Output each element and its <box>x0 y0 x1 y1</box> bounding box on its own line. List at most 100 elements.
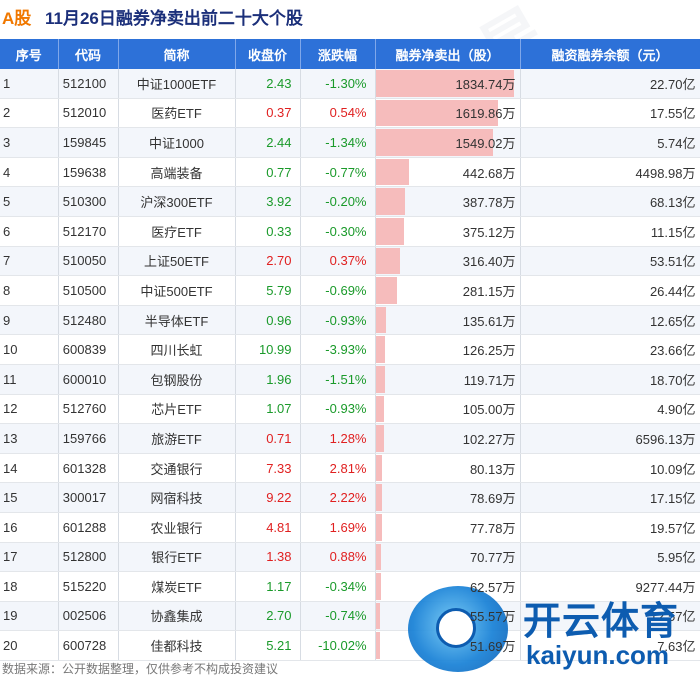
header-balance[interactable]: 融资融券余额（元） <box>520 39 700 69</box>
row-seq: 15 <box>0 482 59 513</box>
header-net-short[interactable]: 融券净卖出（股） <box>375 39 521 69</box>
row-net-short: 119.71万 <box>375 364 521 395</box>
header-change[interactable]: 涨跌幅 <box>300 39 376 69</box>
row-name: 旅游ETF <box>118 423 236 454</box>
table-header-row: 序号 代码 简称 收盘价 涨跌幅 融券净卖出（股） 融资融券余额（元） <box>0 39 700 69</box>
net-short-value: 62.57万 <box>469 579 516 595</box>
row-code: 600010 <box>58 364 119 395</box>
row-net-short: 281.15万 <box>375 275 521 306</box>
net-short-bar <box>375 454 382 482</box>
table-row[interactable]: 4 159638 高端装备 0.77 -0.77% 442.68万 4498.98万 <box>0 157 700 188</box>
row-price: 2.70 <box>235 601 301 632</box>
net-short-value: 316.40万 <box>462 254 516 270</box>
data-source-note: 数据来源：公开数据整理，仅供参考不构成投资建议 <box>2 662 279 676</box>
row-seq: 6 <box>0 216 59 247</box>
row-name: 高端装备 <box>118 157 236 188</box>
row-change: -0.74% <box>300 601 376 632</box>
net-short-bar <box>375 573 381 600</box>
row-change: -0.69% <box>300 275 376 306</box>
row-code: 159845 <box>58 127 119 158</box>
row-net-short: 316.40万 <box>375 246 521 277</box>
row-seq: 11 <box>0 364 59 395</box>
row-change: -0.30% <box>300 216 376 247</box>
row-net-short: 80.13万 <box>375 453 521 484</box>
table-row[interactable]: 16 601288 农业银行 4.81 1.69% 77.78万 19.57亿 <box>0 512 700 543</box>
table-row[interactable]: 13 159766 旅游ETF 0.71 1.28% 102.27万 6596.13万 <box>0 423 700 454</box>
row-name: 上证50ETF <box>118 246 236 277</box>
net-short-bar <box>375 425 384 452</box>
row-seq: 10 <box>0 334 59 365</box>
net-short-bar <box>375 70 514 97</box>
net-short-bar <box>375 395 384 423</box>
net-short-value: 105.00万 <box>462 402 516 418</box>
net-short-value: 55.57万 <box>469 609 516 625</box>
table-row[interactable]: 15 300017 网宿科技 9.22 2.22% 78.69万 17.15亿 <box>0 482 700 513</box>
row-balance: 10.09亿 <box>520 453 700 484</box>
row-code: 601288 <box>58 512 119 543</box>
row-code: 002506 <box>58 601 119 632</box>
net-short-value: 135.61万 <box>462 313 516 329</box>
net-short-bar <box>375 99 498 127</box>
table-row[interactable]: 7 510050 上证50ETF 2.70 0.37% 316.40万 53.51亿 <box>0 246 700 277</box>
net-short-value: 126.25万 <box>462 343 516 359</box>
row-change: -0.93% <box>300 305 376 336</box>
table-row[interactable]: 9 512480 半导体ETF 0.96 -0.93% 135.61万 12.65亿 <box>0 305 700 336</box>
table-row[interactable]: 19 002506 协鑫集成 2.70 -0.74% 55.57万 12.57亿 <box>0 601 700 632</box>
header-code[interactable]: 代码 <box>58 39 119 69</box>
table-row[interactable]: 8 510500 中证500ETF 5.79 -0.69% 281.15万 26.44亿 <box>0 275 700 306</box>
net-short-bar <box>375 513 382 541</box>
table-row[interactable]: 2 512010 医药ETF 0.37 0.54% 1619.86万 17.55亿 <box>0 98 700 129</box>
row-price: 0.77 <box>235 157 301 188</box>
header-name[interactable]: 简称 <box>118 39 236 69</box>
table-row[interactable]: 14 601328 交通银行 7.33 2.81% 80.13万 10.09亿 <box>0 453 700 484</box>
table-body: 1 512100 中证1000ETF 2.43 -1.30% 1834.74万 22.70亿… <box>0 69 700 661</box>
row-name: 农业银行 <box>118 512 236 543</box>
row-balance: 26.44亿 <box>520 275 700 306</box>
table-row[interactable]: 11 600010 包钢股份 1.96 -1.51% 119.71万 18.70亿 <box>0 364 700 395</box>
table-row[interactable]: 18 515220 煤炭ETF 1.17 -0.34% 62.57万 9277.44万 <box>0 571 700 602</box>
row-change: -0.34% <box>300 571 376 602</box>
row-balance: 18.70亿 <box>520 364 700 395</box>
row-code: 601328 <box>58 453 119 484</box>
table-row[interactable]: 6 512170 医疗ETF 0.33 -0.30% 375.12万 11.15亿 <box>0 216 700 247</box>
row-name: 煤炭ETF <box>118 571 236 602</box>
net-short-bar <box>375 365 385 393</box>
row-net-short: 1619.86万 <box>375 98 521 129</box>
row-net-short: 375.12万 <box>375 216 521 247</box>
row-net-short: 1549.02万 <box>375 127 521 158</box>
net-short-bar <box>375 247 400 275</box>
table-row[interactable]: 17 512800 银行ETF 1.38 0.88% 70.77万 5.95亿 <box>0 542 700 573</box>
row-change: 0.37% <box>300 246 376 277</box>
logo-brand-text: 开云体育 <box>523 601 680 643</box>
row-seq: 14 <box>0 453 59 484</box>
table-row[interactable]: 10 600839 四川长虹 10.99 -3.93% 126.25万 23.66亿 <box>0 334 700 365</box>
row-balance: 6596.13万 <box>520 423 700 454</box>
net-short-bar <box>375 543 381 571</box>
row-change: -3.93% <box>300 334 376 365</box>
row-seq: 12 <box>0 394 59 425</box>
row-balance: 4498.98万 <box>520 157 700 188</box>
table-row[interactable]: 5 510300 沪深300ETF 3.92 -0.20% 387.78万 68.13亿 <box>0 186 700 217</box>
header-price[interactable]: 收盘价 <box>235 39 301 69</box>
row-change: 1.69% <box>300 512 376 543</box>
row-code: 512800 <box>58 542 119 573</box>
row-code: 515220 <box>58 571 119 602</box>
net-short-value: 442.68万 <box>462 165 516 181</box>
row-name: 包钢股份 <box>118 364 236 395</box>
row-net-short: 126.25万 <box>375 334 521 365</box>
net-short-bar <box>375 632 380 659</box>
row-name: 医疗ETF <box>118 216 236 247</box>
header-seq[interactable]: 序号 <box>0 39 59 69</box>
table-row[interactable]: 3 159845 中证1000 2.44 -1.34% 1549.02万 5.74亿 <box>0 127 700 158</box>
net-short-value: 1834.74万 <box>455 76 516 92</box>
net-short-value: 78.69万 <box>469 491 516 507</box>
row-balance: 7.63亿 <box>520 630 700 661</box>
row-change: 0.88% <box>300 542 376 573</box>
table-row[interactable]: 1 512100 中证1000ETF 2.43 -1.30% 1834.74万 22.70亿 <box>0 69 700 99</box>
table-row[interactable]: 12 512760 芯片ETF 1.07 -0.93% 105.00万 4.90亿 <box>0 394 700 425</box>
row-code: 512480 <box>58 305 119 336</box>
row-net-short: 70.77万 <box>375 542 521 573</box>
row-name: 半导体ETF <box>118 305 236 336</box>
net-short-value: 77.78万 <box>469 520 516 536</box>
row-name: 银行ETF <box>118 542 236 573</box>
